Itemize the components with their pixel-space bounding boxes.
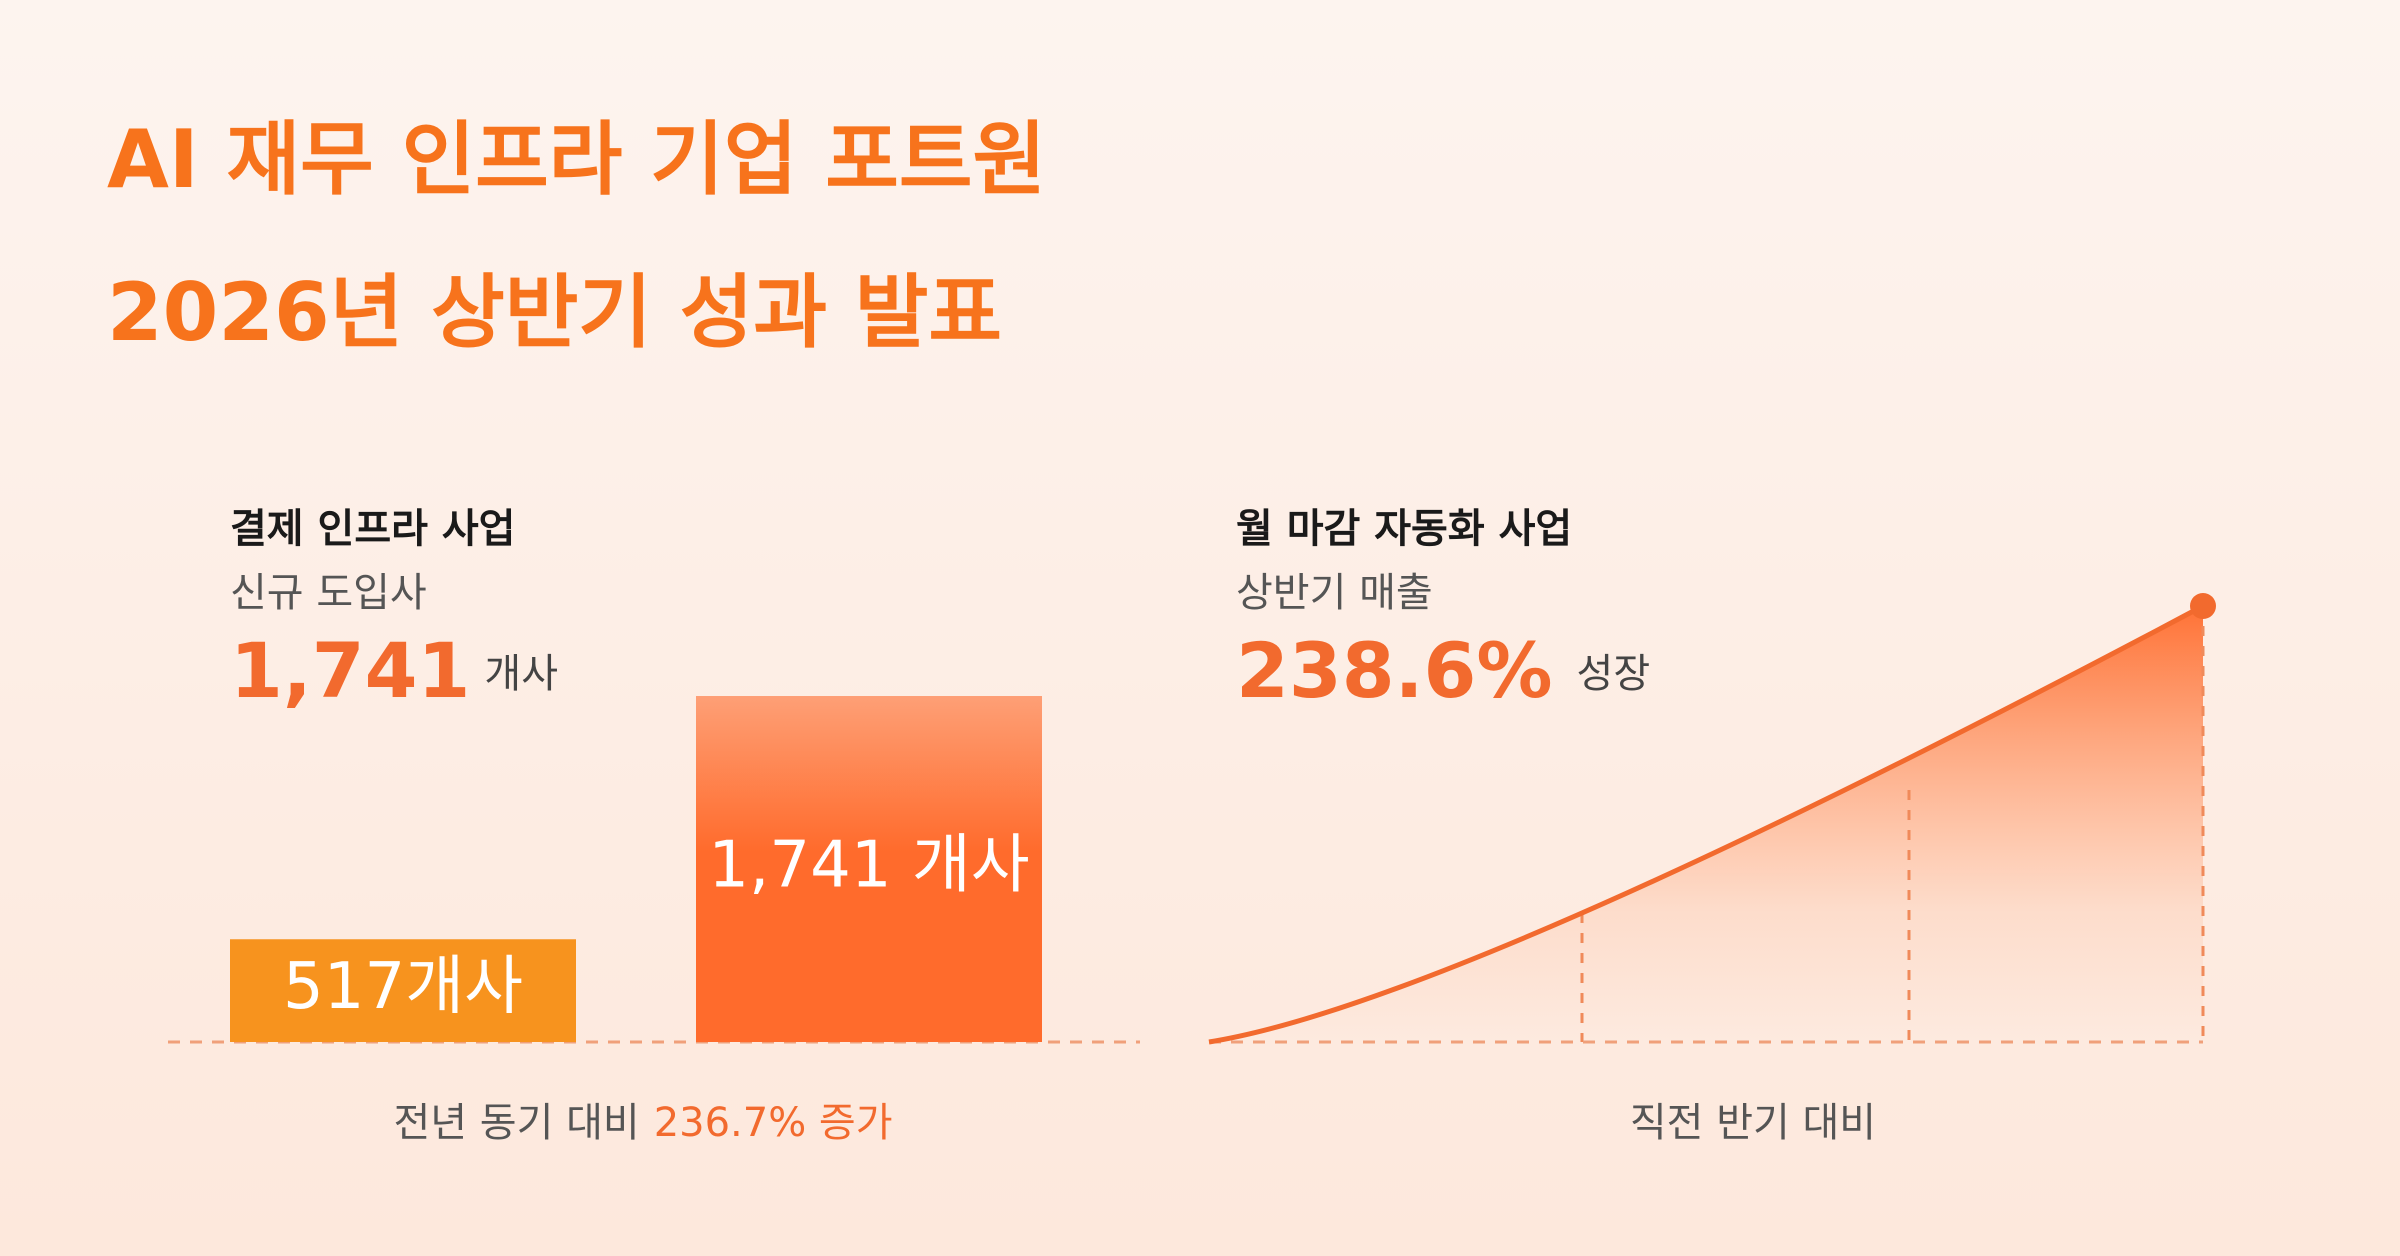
growth-curve <box>1208 603 2205 1045</box>
growth-area <box>1209 606 2203 1042</box>
headline: 1,741 개사 <box>230 626 558 715</box>
footnote: 직전 반기 대비 <box>1630 1100 1876 1146</box>
footnote-highlight: 236.7% 증가 <box>654 1100 893 1146</box>
panel-title: 월 마감 자동화 사업 <box>1236 506 1572 552</box>
title-line: AI 재무 인프라 기업 포트원 <box>107 113 1046 206</box>
bar <box>230 939 576 1042</box>
footnote-text: 전년 동기 대비 <box>393 1100 639 1146</box>
footnote: 전년 동기 대비 236.7% 증가 <box>393 1100 892 1146</box>
bar <box>696 696 1042 1042</box>
growth-panel: 월 마감 자동화 사업 상반기 매출 238.6% 성장 직전 반기 대비 <box>1208 506 2216 1146</box>
bar-label: 1,741 개사 <box>708 829 1029 903</box>
panel-subtitle: 신규 도입사 <box>230 570 427 616</box>
headline-value: 1,741 <box>230 626 470 715</box>
headline-value: 238.6% <box>1236 626 1553 715</box>
bar-label: 517개사 <box>283 950 523 1024</box>
headline-unit: 개사 <box>484 651 558 697</box>
panel-subtitle: 상반기 매출 <box>1236 570 1433 616</box>
bar-panel: 결제 인프라 사업 신규 도입사 1,741 개사 전년 동기 대비 236.7% … <box>168 506 1140 1146</box>
end-dot <box>2190 593 2216 619</box>
title-line: 2026년 상반기 성과 발표 <box>107 266 1002 359</box>
panel-title: 결제 인프라 사업 <box>230 506 515 552</box>
headline-unit: 성장 <box>1577 651 1651 697</box>
headline: 238.6% 성장 <box>1236 626 1650 715</box>
